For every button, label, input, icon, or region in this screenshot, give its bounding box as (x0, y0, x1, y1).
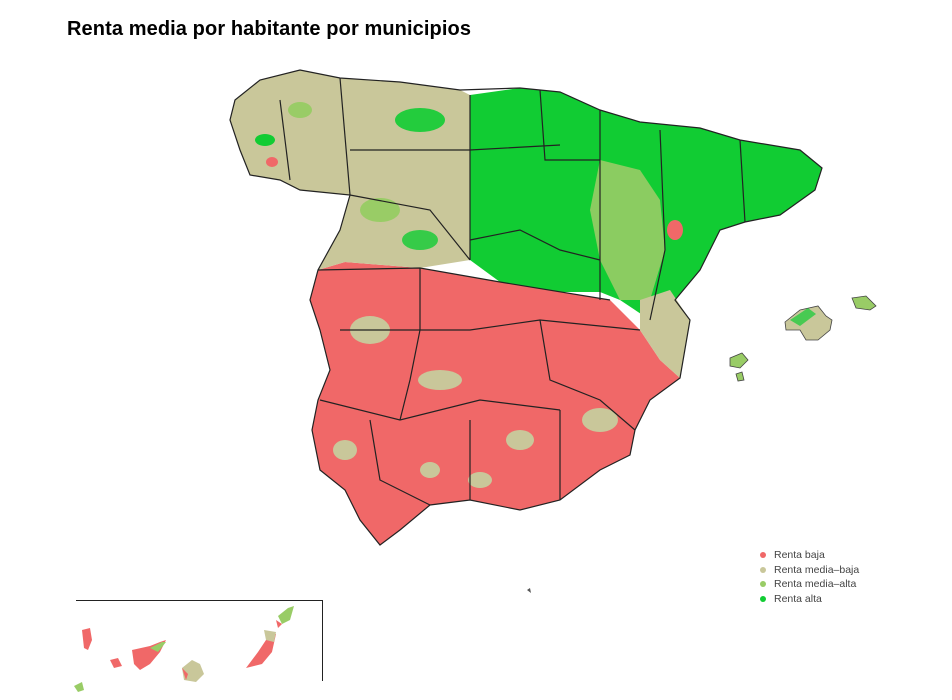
baleares-islands (729, 295, 877, 382)
region-northwest (230, 70, 480, 270)
legend-dot-icon (760, 552, 766, 559)
region-aragon (590, 160, 665, 300)
legend-dot-icon (760, 581, 766, 588)
legend-dot-icon (760, 595, 766, 602)
legend-label: Renta media–alta (774, 578, 857, 590)
legend-label: Renta baja (774, 549, 825, 561)
legend-item-renta-media-alta: Renta media–alta (760, 577, 859, 592)
region-east-coast (640, 290, 690, 378)
canarias-islands (74, 606, 294, 692)
legend-item-renta-alta: Renta alta (760, 592, 859, 607)
legend-item-renta-baja: Renta baja (760, 548, 859, 563)
legend-label: Renta alta (774, 592, 822, 605)
map-title: Renta media por habitante por municipios (67, 18, 472, 40)
legend-item-renta-media-baja: Renta media–baja (760, 563, 859, 578)
alboran-islet (527, 588, 531, 593)
legend-dot-icon (760, 566, 766, 573)
region-south-peninsula (310, 262, 680, 545)
canarias-inset-frame (76, 600, 323, 681)
map-legend: Renta baja Renta media–baja Renta media–… (760, 548, 859, 606)
legend-label: Renta media–baja (774, 563, 860, 576)
